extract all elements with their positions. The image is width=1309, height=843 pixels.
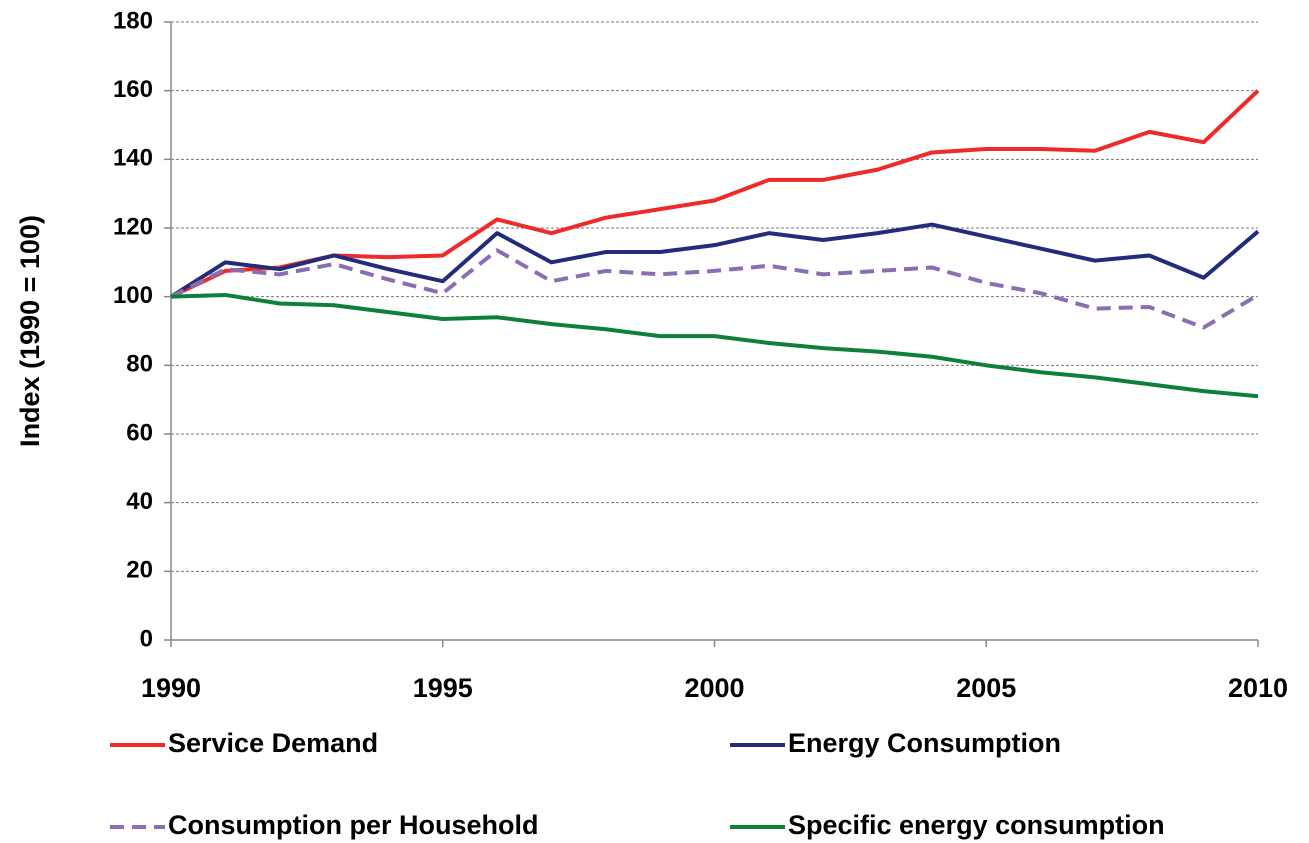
legend-label: Energy Consumption (788, 728, 1061, 758)
y-axis-label: Index (1990 = 100) (15, 215, 45, 447)
x-tick-label: 2010 (1228, 673, 1288, 703)
y-tick-label: 20 (126, 557, 153, 584)
series-line (169, 222, 1260, 299)
y-tick-label: 0 (140, 625, 153, 652)
series-line (170, 248, 1260, 330)
y-tick-label: 140 (113, 145, 153, 172)
x-tick-label: 1995 (413, 673, 473, 703)
y-tick-label: 160 (113, 76, 153, 103)
series-line (170, 89, 1260, 299)
y-tick-label: 100 (113, 282, 153, 309)
y-tick-label: 180 (113, 7, 153, 34)
y-tick-label: 120 (113, 213, 153, 240)
y-tick-label: 60 (126, 419, 153, 446)
legend-label: Service Demand (168, 728, 378, 758)
series-line (170, 292, 1259, 399)
x-tick-label: 1990 (141, 673, 201, 703)
x-tick-label: 2000 (684, 673, 744, 703)
legend-label: Specific energy consumption (788, 810, 1165, 840)
x-tick-label: 2005 (956, 673, 1016, 703)
legend-label: Consumption per Household (168, 810, 539, 840)
y-tick-label: 40 (126, 488, 153, 515)
y-tick-label: 80 (126, 351, 153, 378)
